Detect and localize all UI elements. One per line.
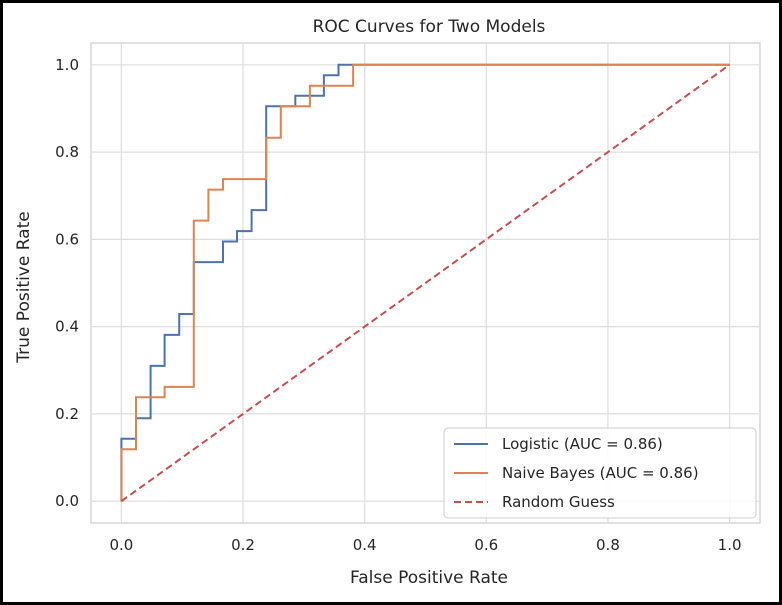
- roc-chart: 0.0 0.2 0.4 0.6 0.8 1.0 0.0 0.2 0.4 0.6 0.8 1.0 RO…: [14, 17, 761, 588]
- y-tick-labels: 0.0 0.2 0.4 0.6 0.8 1.0: [55, 56, 79, 510]
- series-line-0: [120, 63, 730, 502]
- legend-label: Logistic (AUC = 0.86): [502, 435, 663, 453]
- x-tick-label: 0.0: [109, 536, 133, 554]
- y-tick-label: 0.4: [55, 318, 79, 336]
- legend-box: [443, 427, 757, 519]
- y-tick-label: 1.0: [55, 56, 79, 74]
- y-tick-label: 0.6: [55, 230, 79, 248]
- chart-title: ROC Curves for Two Models: [313, 17, 546, 37]
- x-axis-label: False Positive Rate: [350, 568, 508, 588]
- y-tick-label: 0.0: [55, 492, 79, 510]
- figure-frame: 0.0 0.2 0.4 0.6 0.8 1.0 0.0 0.2 0.4 0.6 0.8 1.0 RO…: [3, 3, 779, 602]
- series-line-2: [120, 63, 731, 503]
- x-tick-label: 0.8: [596, 536, 620, 554]
- x-tick-label: 0.4: [353, 536, 377, 554]
- x-tick-labels: 0.0 0.2 0.4 0.6 0.8 1.0: [109, 536, 741, 554]
- y-tick-label: 0.8: [55, 143, 79, 161]
- x-tick-label: 0.2: [231, 536, 255, 554]
- x-tick-label: 1.0: [718, 536, 742, 554]
- x-tick-label: 0.6: [474, 536, 498, 554]
- y-tick-label: 0.2: [55, 405, 79, 423]
- y-axis-label: True Positive Rate: [14, 211, 34, 363]
- series-lines: [120, 63, 731, 503]
- series-line-1: [120, 63, 730, 502]
- legend-label: Naive Bayes (AUC = 0.86): [502, 464, 699, 482]
- legend: Logistic (AUC = 0.86) Naive Bayes (AUC = …: [443, 427, 757, 519]
- legend-label: Random Guess: [502, 493, 615, 511]
